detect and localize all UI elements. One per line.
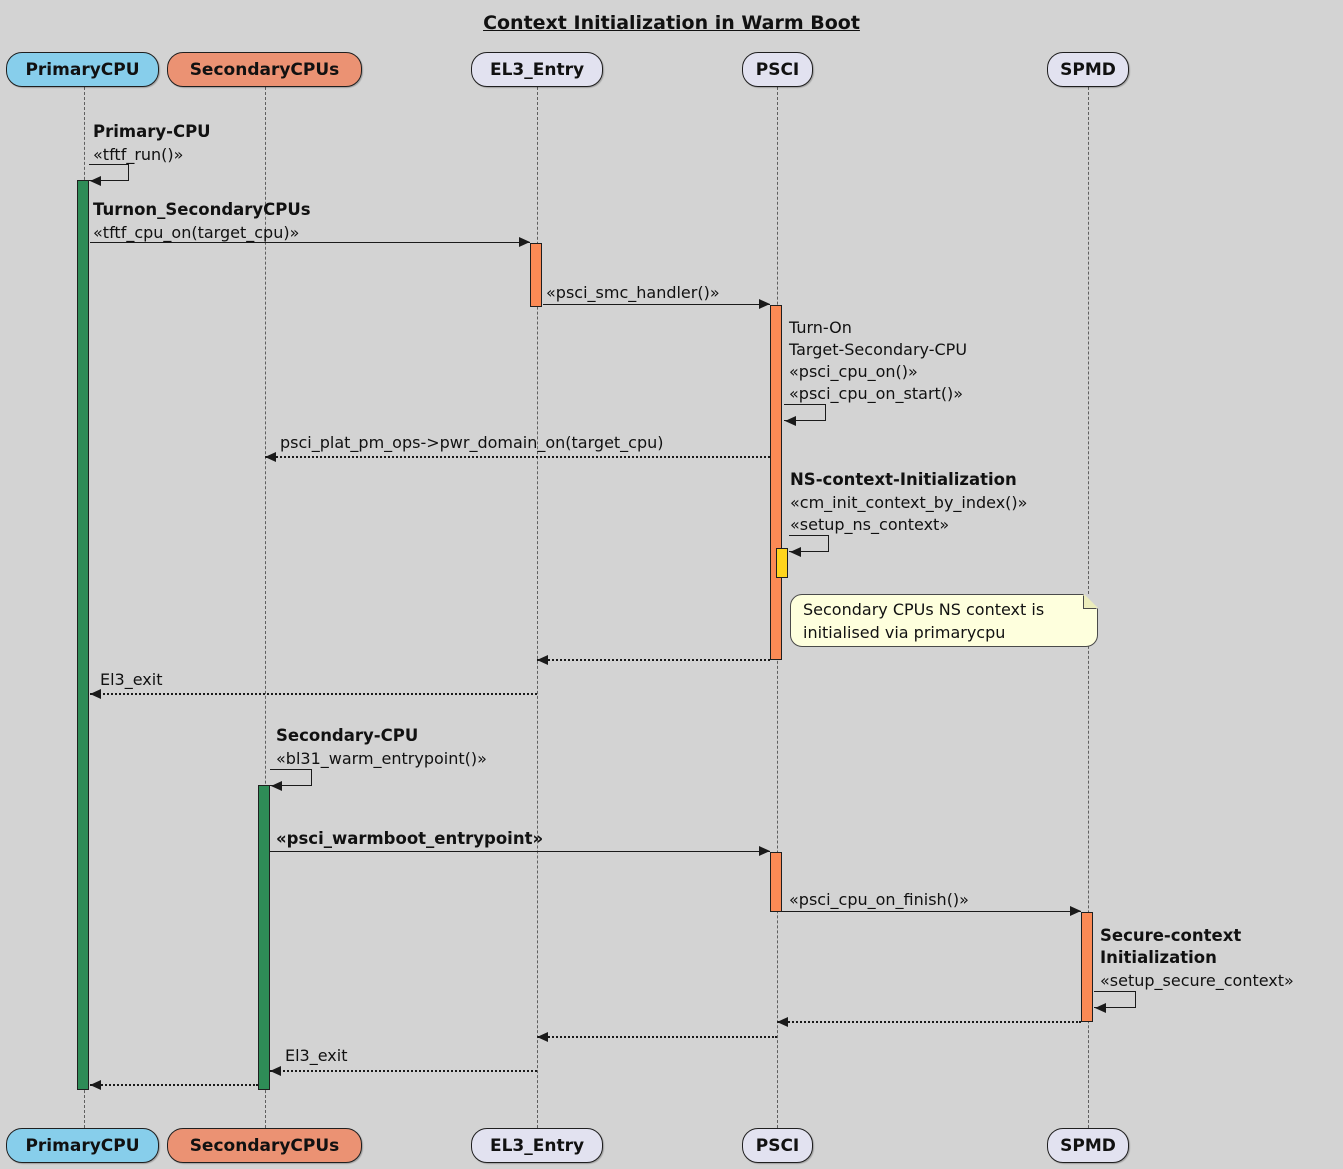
arrowhead — [759, 299, 770, 309]
msg-secondary-cpu-call: «bl31_warm_entrypoint()» — [276, 749, 487, 768]
note-line1: Secondary CPUs NS context is — [803, 600, 1045, 619]
arrowhead — [790, 547, 801, 557]
msg-secondary-cpu-title: Secondary-CPU — [276, 726, 419, 745]
participant-secondarycpus-top: SecondaryCPUs — [167, 52, 362, 87]
msg-turn-on-l3: «psci_cpu_on()» — [789, 362, 918, 381]
arrowhead — [537, 1032, 548, 1042]
msg-warmboot: «psci_warmboot_entrypoint» — [276, 829, 544, 848]
msg-secure-ctx-l3: «setup_secure_context» — [1100, 971, 1294, 990]
msg-turnon-title: Turnon_SecondaryCPUs — [93, 200, 311, 219]
activation-secondarycpus — [258, 785, 270, 1090]
arrow-smc-handler — [543, 304, 770, 305]
msg-el3-exit-1: El3_exit — [100, 670, 163, 689]
arrowhead — [785, 416, 796, 426]
msg-smc-handler: «psci_smc_handler()» — [546, 283, 720, 302]
arrow-return-secondary-primary — [90, 1084, 258, 1086]
participant-el3-entry-bottom: EL3_Entry — [471, 1128, 603, 1163]
arrowhead — [90, 1080, 101, 1090]
msg-pwr-domain-on: psci_plat_pm_ops->pwr_domain_on(target_c… — [280, 433, 664, 452]
self-arrow-setup-secure-context — [1094, 991, 1136, 1008]
self-arrow-bl31-warm-entrypoint — [270, 769, 312, 786]
msg-cpu-on-finish: «psci_cpu_on_finish()» — [789, 890, 969, 909]
diagram-title: Context Initialization in Warm Boot — [483, 12, 860, 34]
activation-el3-entry — [530, 243, 542, 307]
activation-spmd — [1081, 912, 1093, 1022]
arrowhead — [271, 781, 282, 791]
msg-primary-cpu-call: «tftf_run()» — [93, 145, 184, 164]
self-arrow-psci-cpu-on — [784, 404, 826, 421]
activation-primarycpu — [77, 180, 89, 1090]
arrow-el3-exit-2 — [270, 1070, 537, 1072]
arrow-cpu-on-finish — [782, 911, 1081, 912]
msg-secure-ctx-l1: Secure-context — [1100, 926, 1242, 945]
activation-ns-context — [776, 548, 788, 578]
arrowhead — [270, 1066, 281, 1076]
participant-primarycpu-bottom: PrimaryCPU — [6, 1128, 159, 1163]
arrow-el3-exit-1 — [90, 693, 537, 695]
arrowhead — [537, 655, 548, 665]
arrow-return-psci-el3 — [537, 659, 770, 661]
arrow-warmboot — [270, 851, 770, 852]
arrowhead — [1070, 906, 1081, 916]
msg-ns-ctx-l3: «setup_ns_context» — [790, 515, 950, 534]
participant-psci-bottom: PSCI — [742, 1128, 813, 1163]
participant-spmd-top: SPMD — [1047, 52, 1129, 87]
lifeline-secondarycpus — [264, 87, 266, 1128]
arrowhead — [90, 176, 101, 186]
arrow-return-psci-el3-2 — [537, 1036, 777, 1038]
arrowhead — [90, 689, 101, 699]
msg-ns-ctx-l2: «cm_init_context_by_index()» — [790, 493, 1028, 512]
self-arrow-setup-ns-context — [789, 535, 829, 552]
arrow-pwr-domain-on — [265, 456, 770, 458]
participant-primarycpu-top: PrimaryCPU — [6, 52, 159, 87]
msg-ns-ctx-title: NS-context-Initialization — [790, 470, 1017, 489]
note-line2: initialised via primarycpu — [803, 623, 1006, 642]
msg-turn-on-l1: Turn-On — [789, 318, 852, 337]
participant-psci-top: PSCI — [742, 52, 813, 87]
arrowhead — [519, 237, 530, 247]
arrowhead — [1095, 1003, 1106, 1013]
msg-turn-on-l4: «psci_cpu_on_start()» — [789, 384, 964, 403]
activation-psci-2 — [770, 852, 782, 912]
msg-secure-ctx-l2: Initialization — [1100, 948, 1217, 967]
participant-secondarycpus-bottom: SecondaryCPUs — [167, 1128, 362, 1163]
activation-psci-1 — [770, 305, 782, 660]
arrow-return-spmd-psci — [777, 1021, 1081, 1023]
note: Secondary CPUs NS context is initialised… — [790, 593, 1099, 647]
msg-primary-cpu-title: Primary-CPU — [93, 122, 211, 141]
participant-el3-entry-top: EL3_Entry — [471, 52, 603, 87]
msg-turn-on-l2: Target-Secondary-CPU — [789, 340, 968, 359]
arrow-turnon — [90, 242, 530, 243]
participant-spmd-bottom: SPMD — [1047, 1128, 1129, 1163]
msg-turnon-call: «tftf_cpu_on(target_cpu)» — [93, 223, 300, 242]
arrowhead — [265, 452, 276, 462]
lifeline-el3-entry — [536, 87, 538, 1128]
arrowhead — [777, 1017, 788, 1027]
self-arrow-tftf-run — [89, 164, 129, 181]
msg-el3-exit-2: El3_exit — [285, 1046, 348, 1065]
note-fold-icon — [1084, 594, 1098, 608]
arrowhead — [759, 846, 770, 856]
